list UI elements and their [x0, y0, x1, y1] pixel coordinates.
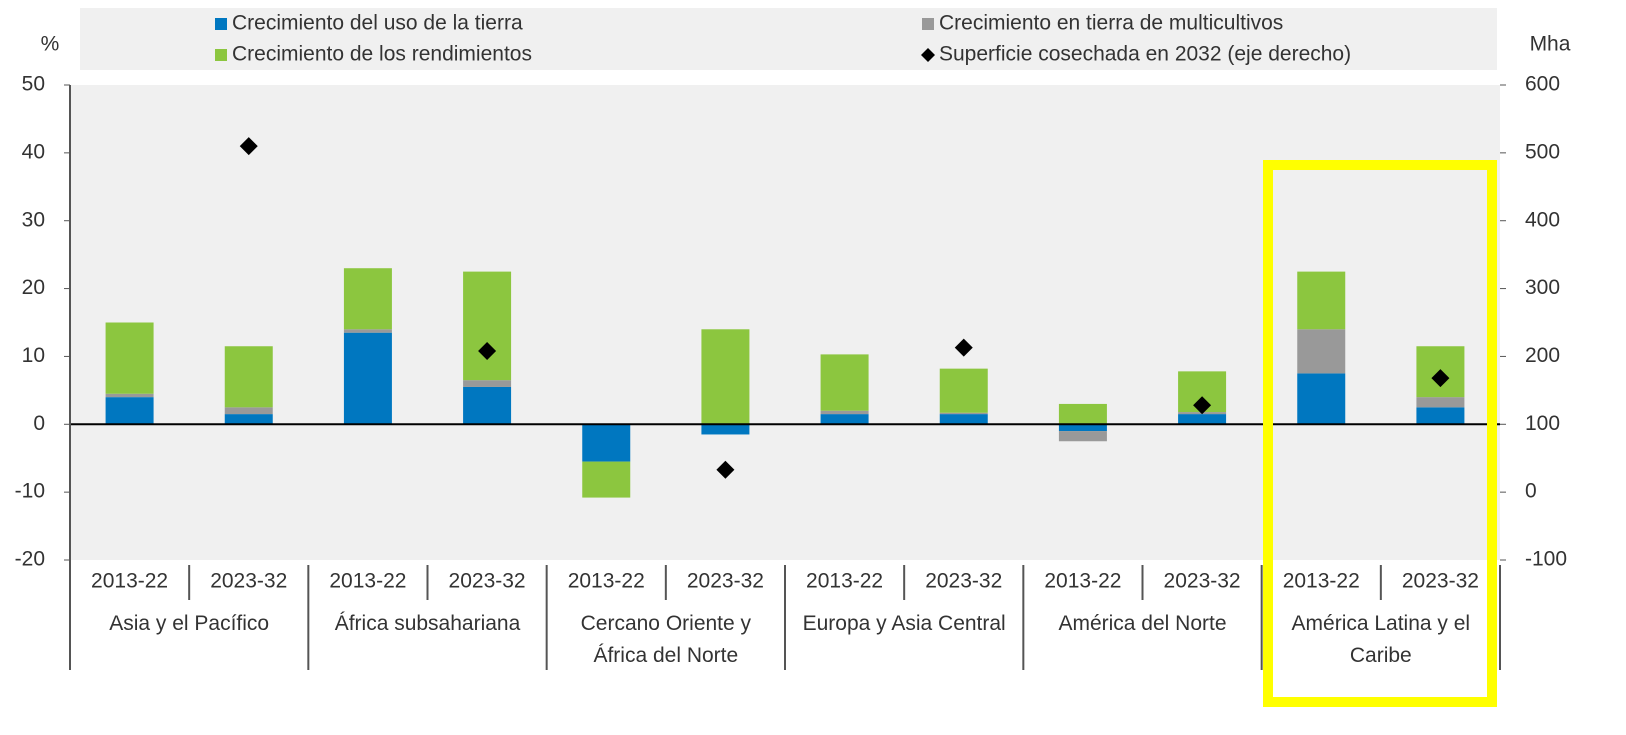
- bar-segment: [224, 346, 273, 408]
- y2-tick-label: 100: [1525, 412, 1560, 435]
- marker: [954, 338, 973, 357]
- x-tick-label: 2023-32: [687, 570, 764, 593]
- legend-marker: [921, 48, 935, 62]
- highlight-box: [1263, 160, 1497, 707]
- bar-segment: [1058, 403, 1107, 425]
- marker: [1193, 396, 1212, 415]
- bar-segment: [1297, 373, 1346, 425]
- plot-background: [70, 85, 1500, 560]
- y2-tick-label: 600: [1525, 73, 1560, 96]
- group-label: África subsahariana: [334, 612, 521, 635]
- marker: [478, 342, 497, 360]
- x-tick-label: 2013-22: [1044, 570, 1121, 593]
- marker: [716, 460, 735, 479]
- legend-marker: [922, 18, 934, 30]
- x-tick-label: 2023-32: [1164, 570, 1241, 593]
- bar-segment: [463, 380, 512, 387]
- legend-label: Crecimiento del uso de la tierra: [232, 12, 523, 35]
- bar-segment: [820, 354, 869, 411]
- bar-segment: [463, 386, 512, 425]
- bar-segment: [343, 268, 392, 330]
- bar-segment: [343, 329, 392, 333]
- x-tick-label: 2013-22: [91, 570, 168, 593]
- x-tick-label: 2023-32: [449, 570, 526, 593]
- y2-axis-label: Mha: [1530, 33, 1571, 56]
- x-tick-label: 2013-22: [806, 570, 883, 593]
- y-tick-label: 40: [22, 140, 45, 163]
- bar-segment: [820, 410, 869, 415]
- x-tick-label: 2013-22: [1283, 570, 1360, 593]
- y2-tick-label: -100: [1525, 548, 1567, 571]
- bar-segment: [1297, 329, 1346, 374]
- y2-tick-label: 400: [1525, 208, 1560, 231]
- group-label: Europa y Asia Central: [802, 612, 1006, 635]
- bar-segment: [701, 424, 750, 435]
- marker: [1431, 369, 1450, 388]
- legend-marker: [215, 49, 227, 61]
- legend-label: Crecimiento de los rendimientos: [232, 43, 532, 66]
- group-label: América Latina y el Caribe: [1291, 612, 1471, 667]
- bar-segment: [105, 322, 154, 394]
- x-tick-label: 2013-22: [329, 570, 406, 593]
- bar-segment: [939, 414, 988, 425]
- y-tick-label: 20: [22, 276, 45, 299]
- bar-segment: [820, 414, 869, 425]
- bar-segment: [224, 414, 273, 425]
- bar-segment: [1416, 397, 1465, 408]
- bar-segment: [1058, 431, 1107, 442]
- bar-segment: [939, 412, 988, 415]
- bar-segment: [343, 332, 392, 425]
- bar-segment: [1416, 407, 1465, 425]
- y2-tick-label: 200: [1525, 344, 1560, 367]
- x-tick-label: 2013-22: [568, 570, 645, 593]
- x-tick-label: 2023-32: [925, 570, 1002, 593]
- y2-tick-label: 0: [1525, 480, 1537, 503]
- bar-segment: [582, 461, 631, 498]
- y-tick-label: 10: [22, 344, 45, 367]
- y-axis-label: %: [41, 33, 60, 56]
- group-label: Cercano Oriente y África del Norte: [580, 612, 752, 667]
- y2-tick-label: 300: [1525, 276, 1560, 299]
- legend-label: Superficie cosechada en 2032 (eje derech…: [939, 43, 1351, 66]
- bar-segment: [1297, 271, 1346, 330]
- y-tick-label: -20: [15, 548, 45, 571]
- x-tick-label: 2023-32: [210, 570, 287, 593]
- y2-tick-label: 500: [1525, 140, 1560, 163]
- group-label: América del Norte: [1058, 612, 1227, 635]
- x-tick-label: 2023-32: [1402, 570, 1479, 593]
- y-tick-label: -10: [15, 480, 45, 503]
- y-tick-label: 30: [22, 208, 45, 231]
- bar-segment: [224, 407, 273, 415]
- bar-segment: [1178, 414, 1227, 425]
- bar-segment: [463, 271, 512, 381]
- legend-marker: [215, 18, 227, 30]
- bar-segment: [1058, 424, 1107, 432]
- bar-segment: [105, 393, 154, 398]
- bar-segment: [582, 424, 631, 462]
- legend-label: Crecimiento en tierra de multicultivos: [939, 12, 1283, 35]
- legend-background: [80, 8, 1497, 70]
- bar-segment: [939, 368, 988, 413]
- y-tick-label: 50: [22, 73, 45, 96]
- marker: [239, 137, 258, 156]
- bar-segment: [105, 397, 154, 425]
- bar-segment: [701, 329, 750, 425]
- y-tick-label: 0: [33, 412, 45, 435]
- group-label: Asia y el Pacífico: [109, 612, 270, 635]
